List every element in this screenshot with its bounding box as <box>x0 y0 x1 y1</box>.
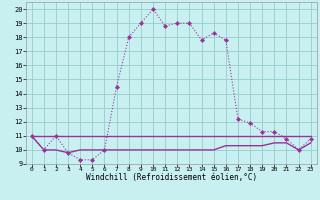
X-axis label: Windchill (Refroidissement éolien,°C): Windchill (Refroidissement éolien,°C) <box>86 173 257 182</box>
